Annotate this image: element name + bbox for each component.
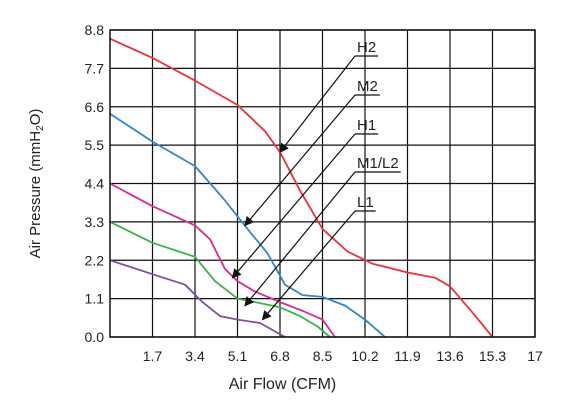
callout-arrow bbox=[279, 55, 356, 154]
x-axis-label: Air Flow (CFM) bbox=[229, 376, 337, 393]
y-tick-label: 8.8 bbox=[85, 22, 105, 38]
y-tick-label: 3.3 bbox=[85, 214, 105, 230]
x-tick-label: 10.2 bbox=[351, 348, 378, 364]
x-tick-label: 6.8 bbox=[270, 348, 290, 364]
x-tick-label: 11.9 bbox=[394, 348, 420, 364]
x-tick-label: 8.5 bbox=[313, 348, 333, 364]
y-axis-label-main: Air Pressure (mmH bbox=[27, 131, 44, 259]
x-tick-label: 15.3 bbox=[479, 348, 506, 364]
x-tick-label: 3.4 bbox=[185, 348, 205, 364]
series-line-m2 bbox=[109, 112, 386, 338]
series-curves bbox=[109, 37, 494, 338]
callout-arrow bbox=[244, 94, 356, 227]
y-tick-label: 5.5 bbox=[85, 137, 105, 153]
series-line-h1 bbox=[109, 182, 336, 338]
series-line-l1 bbox=[109, 259, 286, 338]
grid-lines bbox=[110, 29, 536, 338]
callout-label: H2 bbox=[357, 39, 376, 56]
plot-frame bbox=[109, 29, 536, 338]
callout-label: M1/L2 bbox=[357, 155, 399, 172]
x-tick-label: 5.1 bbox=[228, 348, 248, 364]
series-callouts: H2 M2 H1 M1/L2 L1 bbox=[231, 39, 401, 321]
y-tick-label: 7.7 bbox=[85, 60, 105, 76]
y-tick-label: 1.1 bbox=[85, 291, 105, 307]
y-tick-label: 2.2 bbox=[85, 252, 105, 268]
y-tick-label: 4.4 bbox=[85, 176, 105, 192]
y-tick-labels: 0.0 1.1 2.2 3.3 4.4 5.5 6.6 7.7 8.8 bbox=[85, 22, 105, 345]
y-axis-label-subscript: 2 bbox=[35, 125, 46, 131]
series-line-h2 bbox=[109, 37, 494, 338]
y-axis-label: Air Pressure (mmH2O) bbox=[27, 109, 46, 259]
callout-label: M2 bbox=[357, 78, 378, 95]
callout-arrow bbox=[244, 171, 356, 307]
x-tick-labels: 1.7 3.4 5.1 6.8 8.5 10.2 11.9 13.6 15.3 17 bbox=[143, 348, 543, 364]
y-tick-label: 0.0 bbox=[85, 329, 105, 345]
x-tick-label: 1.7 bbox=[143, 348, 163, 364]
x-tick-label: 13.6 bbox=[436, 348, 463, 364]
y-axis-label-tail: O) bbox=[27, 109, 44, 126]
y-tick-label: 6.6 bbox=[85, 99, 105, 115]
callout-label: H1 bbox=[357, 117, 376, 134]
callout-arrow bbox=[231, 133, 356, 279]
x-tick-label: 17 bbox=[527, 348, 543, 364]
callout-arrow bbox=[261, 210, 356, 321]
callout-label: L1 bbox=[357, 194, 374, 211]
